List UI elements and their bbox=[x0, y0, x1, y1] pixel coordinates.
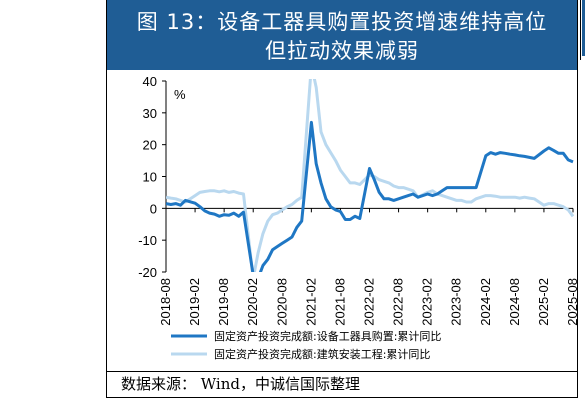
y-axis-unit-label: % bbox=[174, 87, 186, 102]
legend: 固定资产投资完成额:设备工器具购置:累计同比固定资产投资完成额:建筑安装工程:累… bbox=[171, 329, 441, 361]
adjacent-figure-edge bbox=[580, 0, 585, 60]
figure-frame bbox=[106, 0, 578, 398]
x-tick-label: 2025-08 bbox=[565, 278, 577, 326]
x-tick-label: 2022-02 bbox=[362, 278, 377, 326]
x-tick-label: 2023-08 bbox=[449, 278, 464, 326]
x-tick-label: 2023-02 bbox=[420, 278, 435, 326]
line-chart: 40 30 20 10 0 -10 -20 2018-08 2019-02 2019-08 202… bbox=[138, 74, 577, 361]
legend-label: 固定资产投资完成额:建筑安装工程:累计同比 bbox=[214, 347, 430, 361]
figure-title-line1: 图 13：设备工器具购置投资增速维持高位 bbox=[136, 10, 548, 34]
y-tick-label: 30 bbox=[143, 106, 157, 121]
series-line-equipment bbox=[166, 120, 574, 272]
x-tick-label: 2024-08 bbox=[507, 278, 522, 326]
adjacent-figure-title-edge bbox=[582, 0, 585, 56]
chart-axes bbox=[162, 80, 574, 273]
y-axis-tick-labels: 40 30 20 10 0 -10 -20 bbox=[138, 74, 157, 280]
x-axis-tick-labels: 2018-08 2019-02 2019-08 2020-02 2020-08 2021-… bbox=[158, 278, 577, 326]
y-tick-label: -10 bbox=[138, 233, 157, 248]
x-tick-label: 2021-02 bbox=[303, 278, 318, 326]
x-tick-label: 2020-08 bbox=[274, 278, 289, 326]
series-layer bbox=[166, 79, 575, 272]
y-tick-label: -20 bbox=[138, 265, 157, 280]
x-tick-label: 2019-08 bbox=[216, 278, 231, 326]
x-tick-label: 2025-02 bbox=[536, 278, 551, 326]
x-tick-label: 2019-02 bbox=[187, 278, 202, 326]
source-note: 数据来源： Wind，中诚信国际整理 bbox=[107, 371, 577, 397]
y-tick-label: 10 bbox=[143, 170, 157, 185]
figure-title-line2: 但拉动效果减弱 bbox=[265, 39, 419, 63]
y-tick-label: 40 bbox=[143, 74, 157, 89]
legend-label: 固定资产投资完成额:设备工器具购置:累计同比 bbox=[214, 329, 441, 343]
x-tick-label: 2020-02 bbox=[245, 278, 260, 326]
figure-title: 图 13：设备工器具购置投资增速维持高位 但拉动效果减弱 bbox=[107, 0, 577, 70]
x-tick-label: 2022-08 bbox=[391, 278, 406, 326]
y-tick-label: 0 bbox=[150, 201, 157, 216]
y-tick-label: 20 bbox=[143, 138, 157, 153]
x-tick-label: 2018-08 bbox=[158, 278, 173, 326]
x-tick-label: 2021-08 bbox=[332, 278, 347, 326]
x-tick-label: 2024-02 bbox=[478, 278, 493, 326]
